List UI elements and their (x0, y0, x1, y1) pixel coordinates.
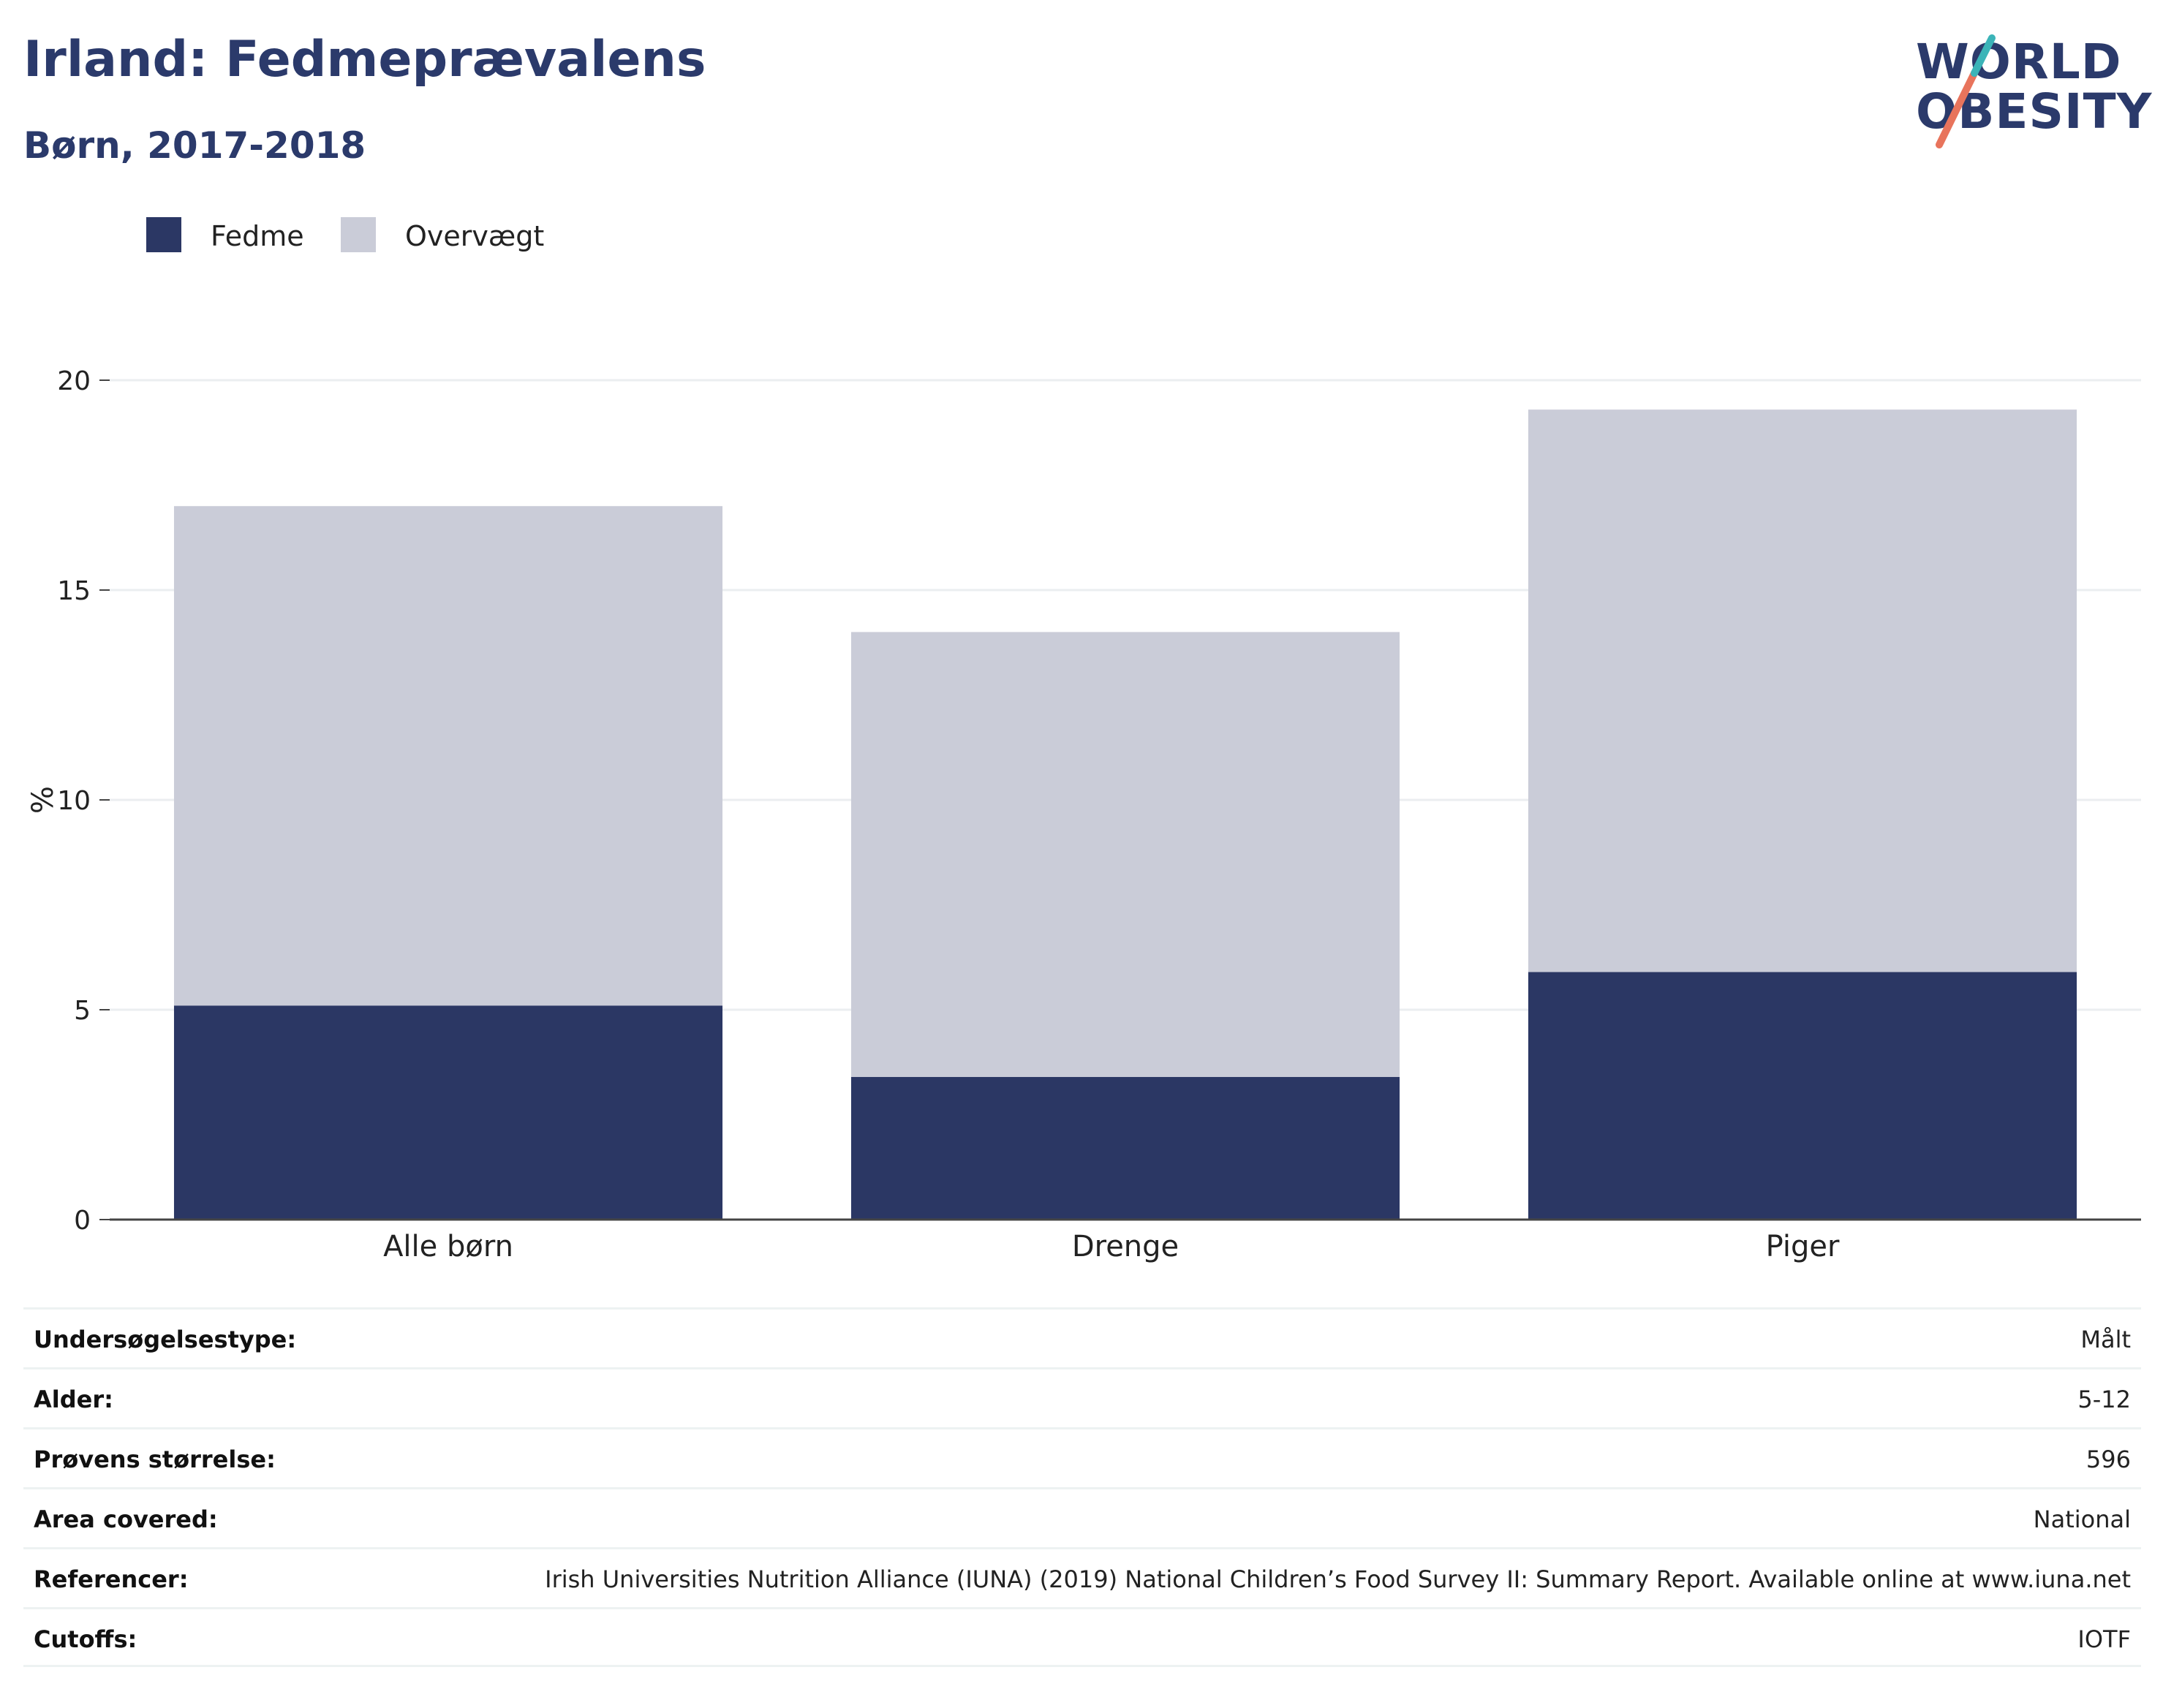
x-tick-label: Piger (1766, 1230, 1840, 1263)
y-tick-label: 15 (57, 576, 91, 606)
bar-overvaegt (173, 506, 723, 1006)
info-row: Undersøgelsestype: Målt (23, 1307, 2141, 1367)
world-obesity-logo: WORLD OBESITY (1901, 22, 2151, 154)
info-row: Alder: 5-12 (23, 1367, 2141, 1427)
x-tick-label: Alle børn (383, 1230, 513, 1263)
info-value: 5-12 (2077, 1386, 2131, 1413)
y-tick-label: 10 (57, 786, 91, 816)
info-value: Målt (2080, 1326, 2131, 1353)
bar-fedme (850, 1076, 1400, 1220)
y-axis-label: % (26, 786, 60, 814)
y-tick-label: 0 (74, 1206, 91, 1236)
info-value: IOTF (2077, 1625, 2131, 1653)
legend-label-overvaegt: Overvægt (405, 220, 545, 252)
info-table: Undersøgelsestype: Målt Alder: 5-12 Prøv… (23, 1307, 2141, 1667)
info-value: National (2033, 1505, 2131, 1533)
y-tick-label: 20 (57, 366, 91, 396)
bar-fedme (1528, 972, 2077, 1220)
bar-overvaegt (850, 632, 1400, 1077)
info-row: Area covered: National (23, 1487, 2141, 1547)
info-label: Prøvens størrelse: (34, 1446, 276, 1473)
x-tick-label: Drenge (1072, 1230, 1179, 1263)
chart-area: 0 5 10 15 20% Alle børn Drenge Piger (26, 366, 2141, 1263)
bar-fedme (173, 1005, 723, 1220)
page-title: Irland: Fedmeprævalens (23, 31, 706, 88)
y-tick-label: 5 (74, 996, 91, 1026)
info-row: Referencer: Irish Universities Nutrition… (23, 1547, 2141, 1607)
page-subtitle: Børn, 2017-2018 (23, 124, 366, 167)
info-label: Referencer: (34, 1565, 189, 1593)
logo-line-1: WORLD (1916, 34, 2122, 90)
logo-slash-icon (1936, 34, 1996, 148)
info-label: Undersøgelsestype: (34, 1326, 297, 1353)
legend-swatch-overvaegt (341, 217, 376, 252)
info-row: Cutoffs: IOTF (23, 1607, 2141, 1667)
info-label: Alder: (34, 1386, 113, 1413)
info-value: Irish Universities Nutrition Alliance (I… (545, 1565, 2131, 1593)
info-label: Area covered: (34, 1505, 218, 1533)
legend-label-fedme: Fedme (211, 220, 304, 252)
info-row: Prøvens størrelse: 596 (23, 1427, 2141, 1487)
info-label: Cutoffs: (34, 1625, 137, 1653)
bar-overvaegt (1528, 409, 2077, 972)
legend-swatch-fedme (146, 217, 181, 252)
info-value: 596 (2085, 1446, 2131, 1473)
